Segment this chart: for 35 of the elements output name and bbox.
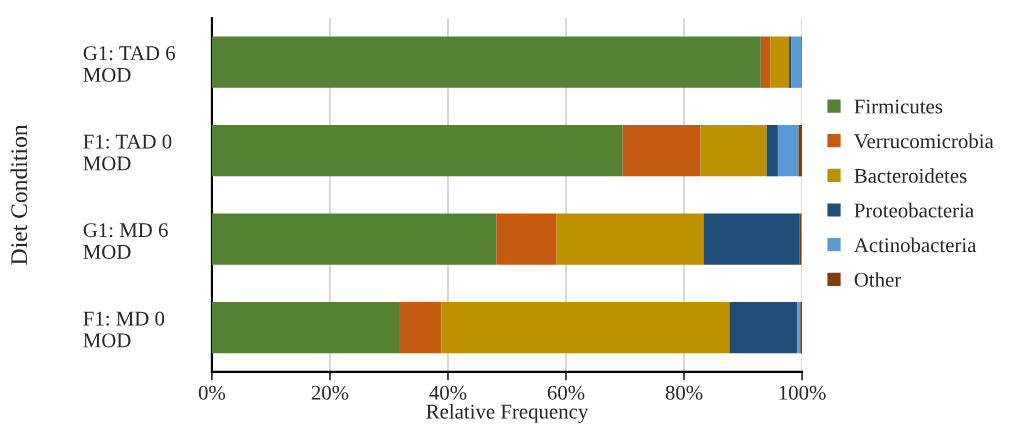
bar bbox=[777, 124, 799, 177]
x-tick-label: 0% bbox=[198, 385, 226, 400]
bar bbox=[211, 124, 623, 177]
bar bbox=[703, 213, 800, 265]
legend-label: Bacteroidetes bbox=[854, 168, 967, 183]
bar bbox=[760, 36, 771, 88]
y-axis-title: Diet Condition bbox=[10, 124, 28, 265]
x-tick-label: 80% bbox=[665, 385, 703, 400]
legend-label: Proteobacteria bbox=[854, 202, 974, 218]
x-tick-label: 20% bbox=[311, 385, 349, 400]
bar bbox=[622, 124, 701, 177]
bar bbox=[700, 124, 767, 177]
y-tick-label: F1: TAD 0 MOD bbox=[83, 134, 172, 171]
legend-label: Firmicutes bbox=[854, 99, 943, 114]
bar bbox=[399, 301, 442, 354]
bar bbox=[770, 36, 790, 88]
bar bbox=[556, 213, 704, 265]
bar bbox=[211, 36, 761, 88]
legend-label: Actinobacteria bbox=[854, 237, 977, 253]
legend-label: Verrucomicrobia bbox=[854, 133, 994, 149]
x-axis-title: Relative Frequency bbox=[426, 403, 589, 423]
legend-label: Other bbox=[854, 272, 902, 287]
bar bbox=[441, 301, 730, 354]
bar bbox=[496, 213, 557, 265]
y-tick-label: F1: MD 0 MOD bbox=[83, 311, 165, 348]
x-tick-label: 100% bbox=[779, 385, 826, 400]
x-tick-label: 40% bbox=[429, 385, 467, 400]
y-tick-label: G1: MD 6 MOD bbox=[83, 223, 168, 259]
bar bbox=[729, 301, 798, 354]
bar bbox=[766, 124, 778, 177]
bar bbox=[211, 301, 399, 354]
bar bbox=[791, 36, 802, 88]
y-tick-label: G1: TAD 6 MOD bbox=[83, 46, 176, 82]
x-tick-label: 60% bbox=[547, 385, 585, 400]
bar bbox=[211, 213, 497, 265]
